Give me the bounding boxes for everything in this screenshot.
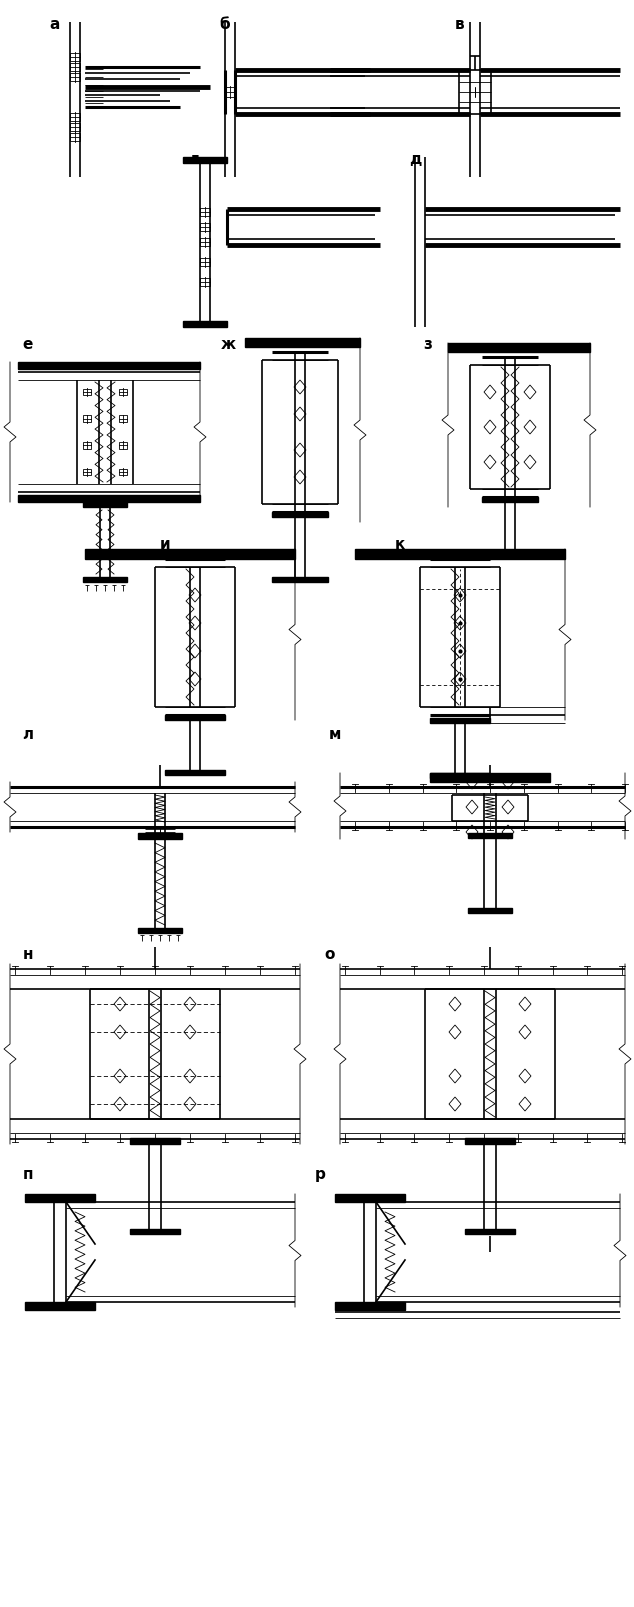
- Polygon shape: [430, 718, 490, 723]
- Polygon shape: [83, 501, 127, 506]
- Polygon shape: [183, 321, 227, 326]
- Bar: [119, 442, 127, 448]
- Polygon shape: [25, 1302, 95, 1310]
- Bar: [83, 389, 91, 395]
- Polygon shape: [130, 1138, 180, 1144]
- Polygon shape: [83, 577, 127, 582]
- Polygon shape: [448, 342, 590, 352]
- Polygon shape: [165, 715, 225, 720]
- Polygon shape: [468, 832, 512, 837]
- Bar: [200, 223, 210, 231]
- Polygon shape: [430, 773, 550, 783]
- Polygon shape: [430, 773, 490, 778]
- Polygon shape: [468, 908, 512, 913]
- Bar: [70, 133, 80, 141]
- Text: к: к: [395, 537, 405, 551]
- Text: д: д: [409, 153, 421, 167]
- Polygon shape: [335, 1194, 405, 1202]
- Bar: [83, 469, 91, 476]
- Polygon shape: [138, 832, 182, 839]
- Bar: [119, 389, 127, 395]
- Bar: [70, 112, 80, 121]
- Bar: [200, 259, 210, 267]
- Polygon shape: [355, 550, 565, 559]
- Polygon shape: [130, 1229, 180, 1234]
- Bar: [70, 72, 80, 80]
- Polygon shape: [18, 495, 200, 501]
- Polygon shape: [245, 337, 360, 347]
- Polygon shape: [272, 577, 328, 582]
- Text: б: б: [220, 18, 230, 32]
- Bar: [200, 278, 210, 286]
- Text: л: л: [22, 726, 34, 742]
- Polygon shape: [165, 770, 225, 775]
- Polygon shape: [482, 551, 538, 558]
- Polygon shape: [18, 362, 200, 370]
- Bar: [70, 124, 80, 132]
- Polygon shape: [272, 513, 328, 517]
- Bar: [200, 207, 210, 215]
- Bar: [119, 416, 127, 423]
- Polygon shape: [25, 1194, 95, 1202]
- Polygon shape: [183, 157, 227, 162]
- Bar: [70, 63, 80, 71]
- Text: е: е: [23, 337, 33, 352]
- Text: м: м: [329, 726, 341, 742]
- Text: ж: ж: [221, 337, 236, 352]
- Bar: [70, 53, 80, 61]
- Bar: [224, 87, 236, 96]
- Text: в: в: [455, 18, 465, 32]
- Bar: [119, 469, 127, 476]
- Polygon shape: [465, 1138, 515, 1144]
- Text: г: г: [191, 153, 199, 167]
- Text: н: н: [23, 947, 33, 963]
- Bar: [83, 416, 91, 423]
- Bar: [83, 442, 91, 448]
- Text: р: р: [314, 1167, 325, 1183]
- Text: и: и: [160, 537, 171, 551]
- Text: о: о: [325, 947, 335, 963]
- Text: з: з: [424, 337, 432, 352]
- Polygon shape: [85, 550, 295, 559]
- Polygon shape: [482, 497, 538, 501]
- Text: п: п: [23, 1167, 33, 1183]
- Bar: [200, 238, 210, 246]
- Text: а: а: [50, 18, 60, 32]
- Polygon shape: [335, 1302, 405, 1310]
- Polygon shape: [138, 927, 182, 934]
- Polygon shape: [465, 1229, 515, 1234]
